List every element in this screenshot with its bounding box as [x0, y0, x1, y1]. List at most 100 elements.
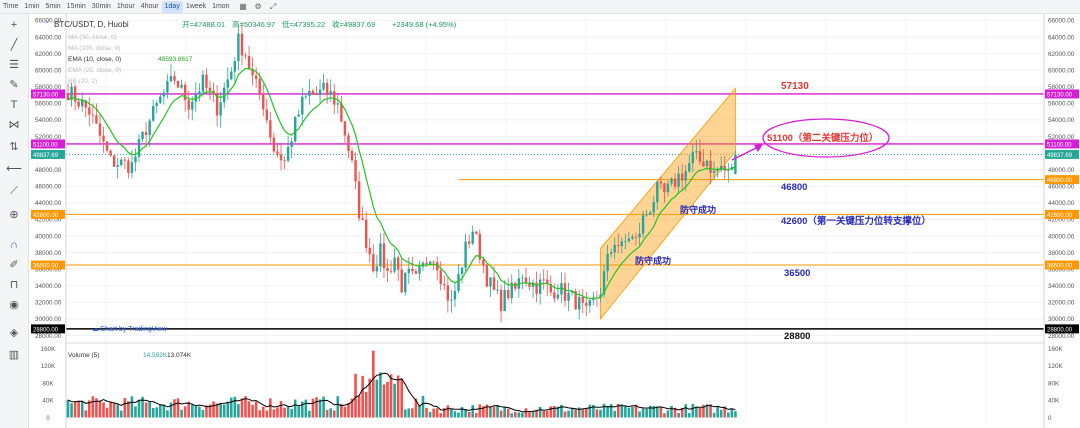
tf-1min[interactable]: 1min [24, 2, 40, 10]
candle-body [198, 91, 201, 95]
crosshair-icon[interactable]: + [10, 19, 18, 31]
price-tick-left: 30000.00 [35, 316, 62, 323]
volume-bar [492, 406, 496, 418]
trash-icon[interactable]: ▥ [8, 349, 20, 361]
volume-bar [496, 405, 499, 418]
candle-body [254, 75, 258, 79]
fullscreen-icon[interactable]: ⤢ [269, 1, 277, 11]
candle-body [428, 261, 432, 265]
indicator-ma100[interactable]: MA (100, close, 0) [68, 45, 120, 52]
volume-bar [670, 405, 673, 418]
volume-bar [641, 408, 645, 418]
volume-bar [453, 411, 457, 418]
collapse-icon[interactable]: ⌃ [44, 20, 50, 28]
volume-bar [524, 408, 528, 418]
candle-body [95, 115, 98, 124]
volume-bar [588, 404, 592, 418]
lock-icon[interactable]: ⊓ [9, 279, 19, 291]
volume-bar [208, 404, 212, 418]
indicator-bb[interactable]: BB (20, 2) [68, 78, 97, 85]
candle-body [418, 266, 421, 274]
settings-icon[interactable]: ⚙ [254, 2, 262, 11]
volume-bar [325, 409, 329, 418]
candle-body [84, 100, 87, 108]
candle-body [148, 120, 151, 136]
candle-body [538, 279, 542, 294]
candle-body [247, 56, 251, 69]
brush-icon[interactable]: ✎ [9, 79, 19, 91]
candle-body [631, 236, 634, 239]
volume-value-2: 13.074K [167, 352, 192, 359]
fib-icon[interactable]: ☰ [9, 59, 19, 71]
volume-bar [709, 404, 712, 418]
price-tick-left: 58000.00 [35, 84, 62, 91]
tf-5min[interactable]: 5min [45, 2, 61, 10]
measure-icon[interactable]: ⇅ [9, 141, 19, 153]
ohlc-change: +2349.68 (+4.95%) [392, 20, 457, 29]
chart-type-icon[interactable]: ▦ [239, 2, 247, 11]
eye-icon[interactable]: ◉ [9, 299, 19, 311]
level-tag-left-text: 51100.00 [33, 143, 58, 149]
candle-body [357, 181, 361, 219]
level-tag-right-text: 42600.00 [1047, 213, 1073, 219]
candle-body [294, 116, 297, 142]
level-tags: 57130.00 57130.00 51100.00 51100.00 49837.69… [31, 89, 1079, 333]
volume-bar [581, 409, 585, 418]
volume-label[interactable]: Volume (5) [68, 352, 99, 359]
tf-1week[interactable]: 1week [185, 2, 207, 10]
magnet-icon[interactable]: ∩ [10, 239, 18, 251]
candle-body [159, 96, 162, 103]
tf-15min[interactable]: 15min [66, 2, 86, 10]
price-tick-left: 54000.00 [35, 117, 62, 124]
candle-body [720, 166, 723, 171]
candle-body [531, 282, 535, 287]
candle-body [173, 76, 176, 81]
tf-4hour[interactable]: 4hour [140, 2, 159, 10]
layers-icon[interactable]: ◈ [9, 327, 19, 339]
volume-bar [272, 409, 276, 418]
volume-bar [354, 373, 357, 418]
volume-bar [166, 410, 169, 418]
candle-body [453, 290, 457, 300]
volume-bar [205, 405, 208, 418]
volume-bar [102, 402, 105, 418]
volume-bar [105, 407, 109, 418]
candle-body [304, 95, 308, 97]
candle-body [425, 262, 428, 265]
price-tick-left: 60000.00 [35, 67, 62, 74]
zoom-icon[interactable]: ⊕ [9, 209, 19, 221]
volume-bar [517, 412, 521, 418]
candle-body [322, 82, 325, 90]
tf-30min[interactable]: 30min [91, 2, 111, 10]
indicator-ma30[interactable]: MA (30, close, 0) [68, 34, 117, 41]
tf-1mon[interactable]: 1mon [212, 2, 230, 10]
indicator-ema10[interactable]: EMA (10, close, 0) [68, 56, 121, 63]
volume-bar [428, 412, 432, 418]
tf-1day[interactable]: 1day [161, 0, 183, 13]
candle-body [613, 244, 616, 253]
volume-bar [450, 409, 453, 418]
volume-tick-left: 0 [46, 415, 50, 422]
lock-drawing-icon[interactable]: ✐ [9, 259, 19, 271]
candle-body [606, 253, 609, 272]
indicator-ema25[interactable]: EMA (25, close, 0) [68, 67, 121, 74]
volume-bar [230, 397, 233, 418]
candle-body [301, 96, 304, 115]
level-tag-left [31, 209, 65, 219]
back-arrow-icon[interactable]: ⟵ [6, 163, 22, 175]
text-icon[interactable]: T [10, 99, 18, 111]
volume-bar [91, 396, 95, 418]
candle-body [77, 101, 80, 107]
candle-body [617, 244, 620, 247]
pattern-icon[interactable]: ⋈ [8, 119, 20, 131]
volume-bar [439, 413, 443, 418]
volume-bar [318, 399, 322, 418]
volume-bar [261, 406, 265, 418]
ruler-icon[interactable]: ⟋ [10, 185, 18, 197]
volume-bar [364, 391, 368, 418]
level-tag-right-text: 51100.00 [1047, 143, 1072, 149]
trend-line-icon[interactable]: ╱ [10, 39, 18, 51]
tf-time[interactable]: Time [3, 2, 19, 10]
tf-1hour[interactable]: 1hour [116, 2, 135, 10]
